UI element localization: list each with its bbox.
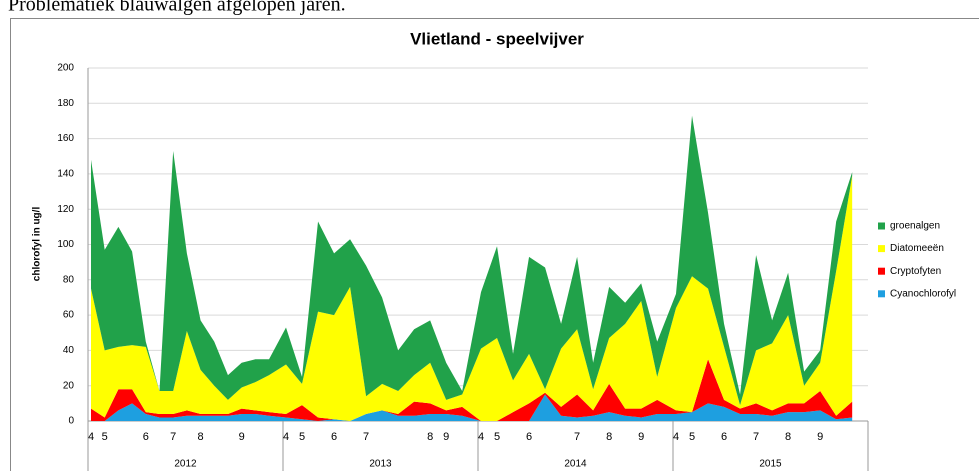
- x-tick-label: 7: [574, 431, 580, 443]
- y-tick-label: 0: [68, 416, 74, 427]
- x-tick-label: 6: [526, 431, 532, 443]
- legend-label: Cyanochlorofyl: [890, 288, 956, 299]
- area: [91, 394, 853, 421]
- y-tick-label: 60: [63, 310, 75, 321]
- x-tick-label: 6: [721, 431, 727, 443]
- legend-swatch: [878, 222, 885, 230]
- x-tick-label: 5: [494, 431, 500, 443]
- x-tick-label: 4: [673, 431, 679, 443]
- y-tick-label: 100: [57, 239, 74, 250]
- x-tick-label: 7: [363, 431, 369, 443]
- x-tick-label: 8: [606, 431, 612, 443]
- legend-label: groenalgen: [890, 221, 940, 232]
- legend-swatch: [878, 245, 885, 253]
- x-tick-label: 6: [331, 431, 337, 443]
- chart-border: [10, 18, 979, 471]
- y-tick-label: 40: [63, 345, 75, 356]
- x-tick-label: 6: [143, 431, 149, 443]
- y-tick-label: 80: [63, 274, 75, 285]
- x-tick-label: 7: [170, 431, 176, 443]
- legend-swatch: [878, 290, 885, 298]
- y-axis-label: chlorofyl in ug/l: [32, 207, 43, 282]
- x-tick-label: 9: [239, 431, 245, 443]
- y-tick-label: 140: [57, 169, 74, 180]
- year-label: 2012: [174, 459, 197, 470]
- chart-title: Vlietland - speelvijver: [410, 29, 584, 48]
- x-tick-label: 9: [443, 431, 449, 443]
- y-tick-label: 200: [57, 63, 74, 74]
- year-label: 2014: [564, 459, 587, 470]
- x-tick-label: 8: [785, 431, 791, 443]
- x-tick-label: 8: [198, 431, 204, 443]
- legend-label: Cryptofyten: [890, 266, 941, 277]
- legend-swatch: [878, 267, 885, 275]
- year-label: 2015: [759, 459, 782, 470]
- legend-label: Diatomeeën: [890, 243, 944, 254]
- y-tick-label: 120: [57, 204, 74, 215]
- x-tick-label: 5: [102, 431, 108, 443]
- y-tick-label: 20: [63, 380, 75, 391]
- y-tick-label: 180: [57, 98, 74, 109]
- x-tick-label: 5: [299, 431, 305, 443]
- x-tick-label: 9: [817, 431, 823, 443]
- x-tick-label: 9: [638, 431, 644, 443]
- year-label: 2013: [369, 459, 392, 470]
- area: [91, 175, 853, 421]
- area: [91, 359, 853, 421]
- x-tick-label: 4: [283, 431, 289, 443]
- x-tick-label: 7: [753, 431, 759, 443]
- x-tick-label: 4: [88, 431, 94, 443]
- y-tick-label: 160: [57, 133, 74, 144]
- x-tick-label: 5: [689, 431, 695, 443]
- caption: Problematiek blauwalgen afgelopen jaren.: [8, 0, 346, 16]
- x-tick-label: 4: [478, 431, 484, 443]
- area: [91, 115, 853, 406]
- x-tick-label: 8: [427, 431, 433, 443]
